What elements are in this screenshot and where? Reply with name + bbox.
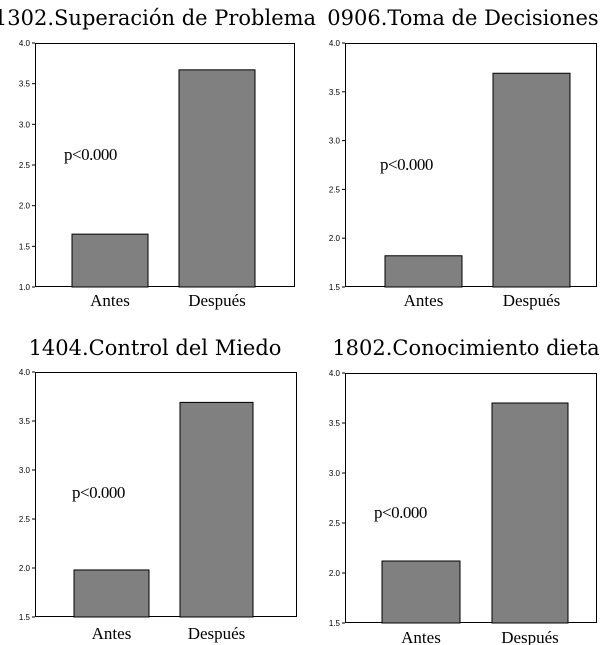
plot-frame	[35, 43, 295, 287]
y-tick-label: 1.5	[19, 613, 31, 622]
bar-despus	[491, 402, 569, 624]
y-tick-label: 3.5	[329, 419, 341, 428]
chart-title: 1404.Control del Miedo	[29, 336, 282, 360]
y-tick-label: 3.0	[19, 120, 31, 129]
chart-panel-3: 1404.Control del Miedo 1.5 2.0 2.5 3.0 3.5 4.0…	[19, 336, 297, 643]
plot-frame	[35, 372, 297, 617]
bar-antes	[384, 255, 463, 288]
chart-panel-4: 1802.Conocimiento dieta 1.5 2.0 2.5 3.0 3.5 4.…	[329, 336, 600, 645]
y-tick-label: 3.5	[19, 417, 31, 426]
x-category-label: Después	[188, 291, 246, 310]
y-tick-label: 2.5	[329, 185, 341, 194]
bar-despus	[492, 72, 571, 288]
y-tick-label: 4.0	[329, 39, 341, 48]
y-tick-label: 2.0	[19, 202, 31, 211]
y-tick-label: 2.0	[329, 234, 341, 243]
bar-antes	[71, 233, 149, 288]
bar-despus	[178, 69, 256, 288]
chart-title: 0906.Toma de Decisiones	[327, 6, 598, 30]
bar-despus	[179, 401, 254, 618]
y-tick-label: 1.5	[329, 619, 341, 628]
y-tick-label: 3.5	[329, 88, 341, 97]
p-value-annotation: p<0.000	[64, 145, 117, 164]
x-category-label: Después	[503, 291, 561, 310]
p-value-annotation: p<0.000	[380, 155, 433, 174]
x-category-label: Antes	[92, 624, 132, 643]
y-tick-label: 1.5	[19, 242, 31, 251]
x-category-label: Después	[501, 628, 559, 645]
chart-panel-1: 1302.Superación de Problema 1.0 1.5 2.0 2.5 3…	[0, 6, 316, 310]
y-tick-label: 2.5	[19, 515, 31, 524]
plot-frame	[345, 43, 597, 287]
x-category-label: Antes	[401, 628, 441, 645]
y-tick-label: 4.0	[329, 369, 341, 378]
y-tick-label: 2.0	[329, 569, 341, 578]
y-tick-label: 1.5	[329, 283, 341, 292]
plot-frame	[345, 373, 597, 623]
y-tick-label: 4.0	[19, 368, 31, 377]
y-tick-label: 2.0	[19, 564, 31, 573]
bar-antes	[381, 560, 461, 624]
y-tick-label: 4.0	[19, 39, 31, 48]
y-tick-label: 1.0	[19, 283, 31, 292]
x-category-label: Antes	[404, 291, 444, 310]
y-tick-label: 2.5	[19, 161, 31, 170]
p-value-annotation: p<0.000	[374, 503, 427, 522]
y-tick-label: 3.0	[19, 466, 31, 475]
p-value-annotation: p<0.000	[72, 483, 125, 502]
y-tick-label: 3.5	[19, 80, 31, 89]
y-tick-label: 3.0	[329, 469, 341, 478]
y-tick-label: 2.5	[329, 519, 341, 528]
chart-title: 1802.Conocimiento dieta	[332, 336, 599, 360]
x-category-label: Después	[188, 624, 246, 643]
x-category-label: Antes	[90, 291, 130, 310]
bar-antes	[73, 569, 150, 618]
chart-panel-2: 0906.Toma de Decisiones 1.5 2.0 2.5 3.0 3.5 4.…	[327, 6, 598, 310]
y-tick-label: 3.0	[329, 137, 341, 146]
chart-title: 1302.Superación de Problema	[0, 6, 316, 30]
